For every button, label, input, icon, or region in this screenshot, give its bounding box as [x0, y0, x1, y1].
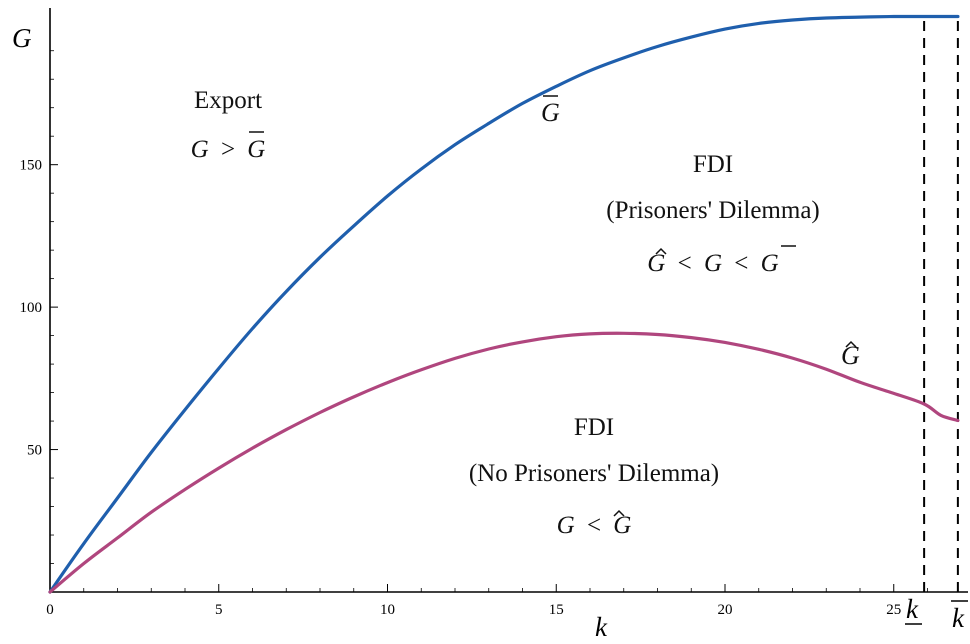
- x-tick-label: 10: [380, 602, 395, 618]
- y-axis-title: G: [12, 23, 32, 53]
- fdi-nopd-subtitle: (No Prisoners' Dilemma): [469, 460, 719, 487]
- fdi-pd-condition: G < G < G: [647, 250, 778, 277]
- y-tick-label: 150: [20, 158, 43, 174]
- g-bar-curve-label: G: [541, 95, 560, 127]
- y-tick-label: 100: [20, 300, 43, 316]
- g-bar-letter: G: [541, 98, 560, 127]
- fdi-nopd-region-label: FDI (No Prisoners' Dilemma) G < G: [469, 414, 719, 539]
- g-hat-curve-label: G: [841, 340, 860, 370]
- fdi-nopd-condition: G < G: [557, 512, 632, 539]
- k-upper-marker: k: [951, 600, 968, 633]
- fdi-pd-subtitle: (Prisoners' Dilemma): [606, 197, 820, 224]
- ticks: 0 5 10 15 20 25 50 100 150: [20, 50, 928, 618]
- axes: [49, 8, 968, 593]
- fdi-pd-title: FDI: [693, 151, 733, 178]
- fdi-pd-hat: [655, 247, 667, 255]
- export-title: Export: [194, 87, 262, 114]
- x-axis-title: k: [595, 612, 608, 642]
- fdi-nopd-title: FDI: [574, 414, 614, 441]
- x-tick-label: 5: [215, 602, 223, 618]
- k-upper-label: k: [952, 603, 965, 633]
- g-hat-letter: G: [841, 341, 860, 370]
- g-hat-accent: [845, 340, 857, 348]
- x-tick-label: 25: [886, 602, 901, 618]
- export-condition: G > G: [191, 136, 266, 163]
- export-region-label: Export G > G: [191, 87, 266, 163]
- k-lower-label: k: [906, 594, 919, 624]
- x-tick-label: 15: [549, 602, 564, 618]
- x-tick-label: 0: [46, 602, 54, 618]
- fdi-nopd-hat: [613, 509, 625, 517]
- series-line-g-hat: [48, 331, 960, 594]
- y-tick-label: 50: [27, 443, 42, 459]
- threshold-lines: [923, 14, 959, 592]
- series-line-g-bar: [48, 14, 960, 594]
- x-tick-label: 20: [718, 602, 733, 618]
- fdi-pd-region-label: FDI (Prisoners' Dilemma) G < G < G: [606, 151, 820, 277]
- k-lower-marker: k: [905, 594, 922, 625]
- curves: [48, 14, 960, 594]
